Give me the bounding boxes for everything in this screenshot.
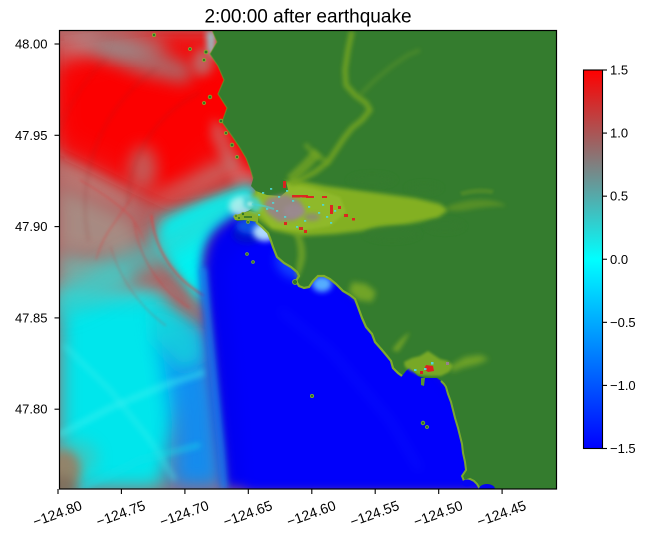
svg-text:47.80: 47.80: [15, 402, 48, 417]
svg-text:2:00:00 after earthquake: 2:00:00 after earthquake: [204, 7, 411, 28]
svg-text:−1.5: −1.5: [610, 441, 636, 456]
svg-text:1.5: 1.5: [610, 63, 628, 78]
svg-text:47.95: 47.95: [15, 128, 48, 143]
svg-text:48.00: 48.00: [15, 37, 48, 52]
svg-text:47.85: 47.85: [15, 310, 48, 325]
svg-text:1.0: 1.0: [610, 126, 628, 141]
svg-text:47.90: 47.90: [15, 219, 48, 234]
svg-text:0.0: 0.0: [610, 252, 628, 267]
svg-text:−0.5: −0.5: [610, 315, 636, 330]
svg-text:−1.0: −1.0: [610, 378, 636, 393]
svg-text:0.5: 0.5: [610, 189, 628, 204]
